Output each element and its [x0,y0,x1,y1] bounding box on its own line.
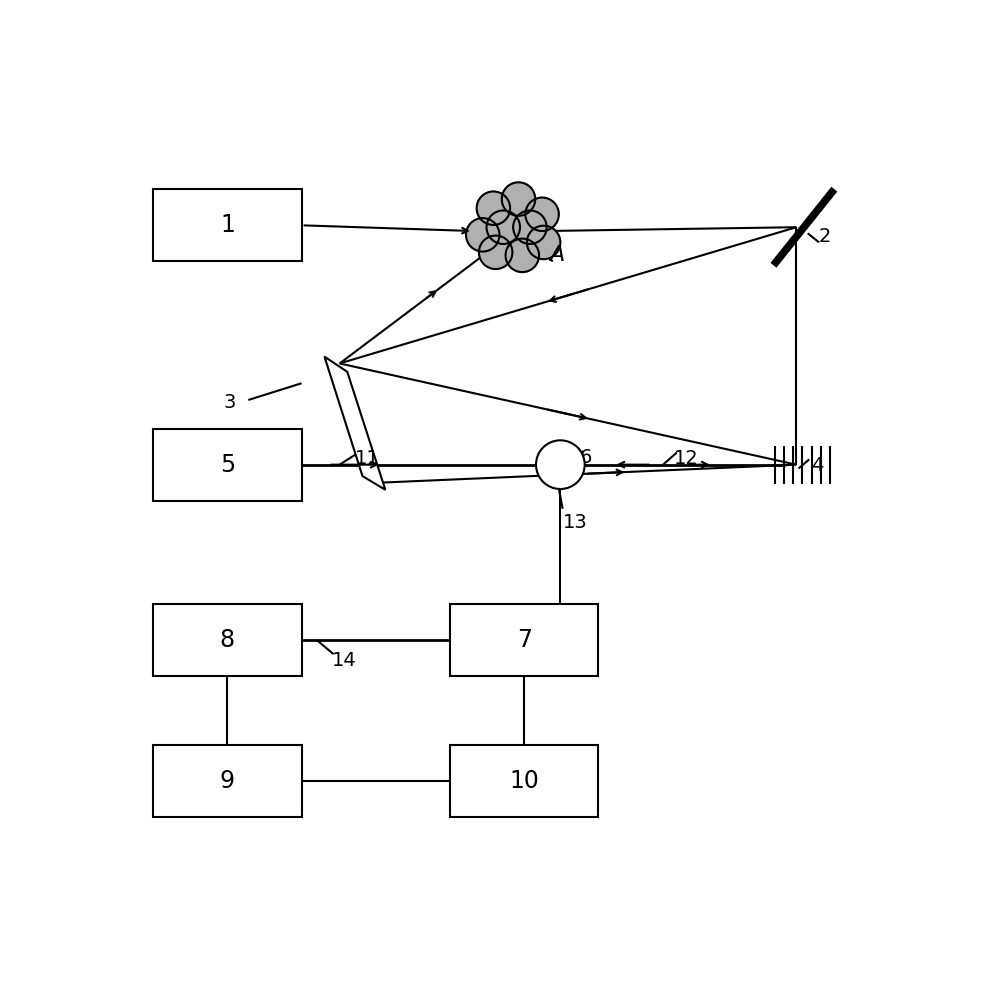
Text: 11: 11 [355,449,380,468]
Text: 10: 10 [510,769,539,793]
Circle shape [536,440,584,489]
Text: 8: 8 [220,628,235,652]
Bar [153,189,301,261]
Circle shape [527,226,561,259]
Bar [450,604,598,676]
Bar [153,604,301,676]
Text: 9: 9 [220,769,235,793]
Circle shape [502,182,535,216]
Circle shape [506,239,539,272]
Text: 13: 13 [563,513,587,532]
Circle shape [514,210,547,244]
Circle shape [476,191,510,225]
Circle shape [525,198,559,231]
Circle shape [479,236,513,269]
Text: 6: 6 [579,448,592,467]
Text: 3: 3 [223,393,236,412]
Text: 12: 12 [674,449,698,468]
Text: A: A [549,245,565,265]
Text: 7: 7 [517,628,531,652]
Text: 5: 5 [220,453,235,477]
Text: 14: 14 [332,651,356,670]
Bar [450,745,598,817]
Circle shape [466,218,500,252]
Text: 1: 1 [220,213,235,237]
Text: 2: 2 [819,227,832,246]
Polygon shape [324,357,385,490]
Circle shape [486,210,520,244]
Bar [153,429,301,501]
Bar [153,745,301,817]
Text: 4: 4 [811,456,824,475]
